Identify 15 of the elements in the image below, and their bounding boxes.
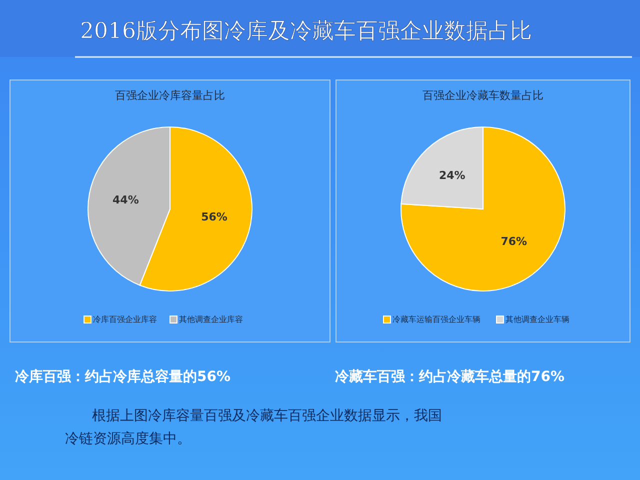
- legend-label: 冷藏车运输百强企业车辆: [392, 315, 480, 324]
- text: 冷藏车百强：约占冷藏车总量的76%: [335, 368, 565, 385]
- text: 2016版分布图冷库及冷藏车百强企业数据占比: [80, 19, 532, 44]
- legend-label: 其他调查企业库容: [179, 315, 243, 324]
- legend-label: 其他调查企业车辆: [506, 315, 570, 324]
- data-label: 76%: [500, 234, 528, 248]
- chart-title: 百强企业冷藏车数量占比: [422, 89, 544, 102]
- text: 根据上图冷库容量百强及冷藏车百强企业数据显示，我国冷链资源高度集中。: [65, 408, 442, 447]
- data-label: 44%: [112, 194, 139, 207]
- legend-label: 冷库百强企业库容: [93, 315, 157, 324]
- text: 冷库百强：约占冷库总容量的56%: [15, 368, 231, 385]
- chart-title: 百强企业冷库容量占比: [115, 89, 225, 102]
- data-label: 24%: [438, 169, 466, 182]
- pie-slice: [400, 126, 566, 292]
- data-label: 56%: [201, 210, 228, 224]
